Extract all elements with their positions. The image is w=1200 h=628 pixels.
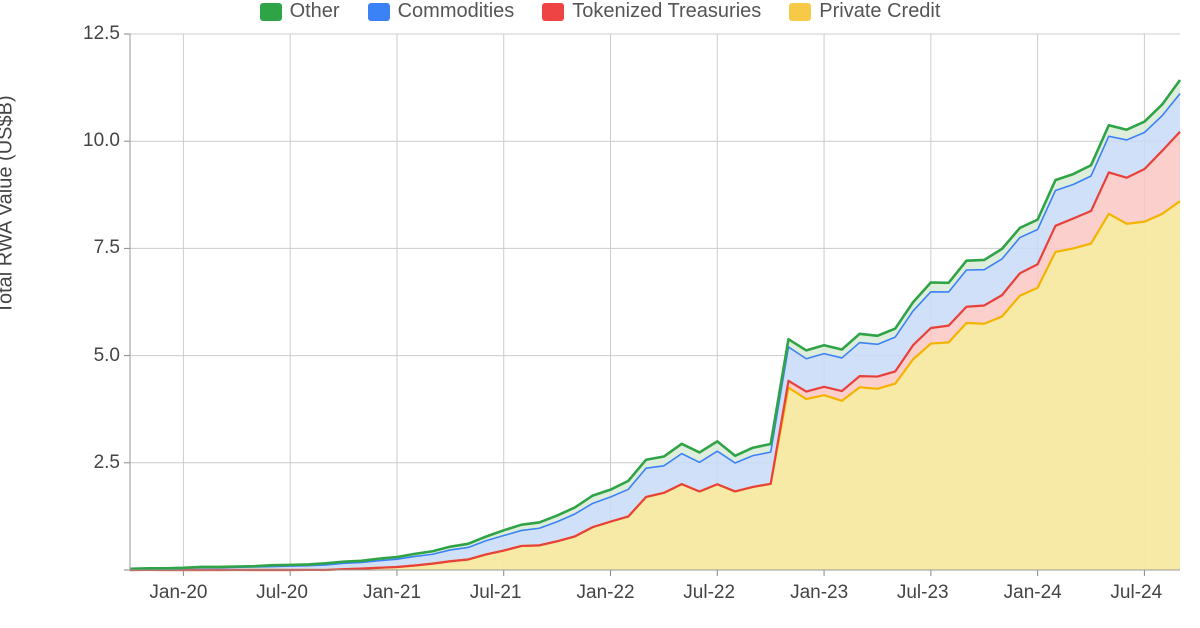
y-tick-label: 10.0 [83, 130, 120, 152]
legend-item-private: Private Credit [789, 0, 940, 23]
legend-label: Private Credit [819, 0, 940, 23]
legend-swatch [368, 3, 390, 21]
y-tick-label: 12.5 [83, 23, 120, 45]
legend-label: Commodities [398, 0, 515, 23]
legend-item-other: Other [260, 0, 340, 23]
x-tick-label: Jul-21 [470, 582, 522, 604]
x-tick-label: Jan-24 [1004, 582, 1062, 604]
legend-item-treasuries: Tokenized Treasuries [542, 0, 761, 23]
legend: Other Commodities Tokenized Treasuries P… [0, 0, 1200, 23]
chart-canvas [0, 0, 1200, 628]
x-tick-label: Jan-22 [577, 582, 635, 604]
y-tick-label: 2.5 [94, 452, 120, 474]
x-tick-label: Jul-22 [683, 582, 735, 604]
legend-swatch [789, 3, 811, 21]
x-tick-label: Jul-24 [1110, 582, 1162, 604]
legend-item-commodities: Commodities [368, 0, 515, 23]
legend-swatch [260, 3, 282, 21]
y-tick-label: 7.5 [94, 237, 120, 259]
x-tick-label: Jan-20 [149, 582, 207, 604]
legend-swatch [542, 3, 564, 21]
legend-label: Other [290, 0, 340, 23]
y-tick-label: 5.0 [94, 345, 120, 367]
x-tick-label: Jul-23 [897, 582, 949, 604]
y-axis-label: Total RWA Value (US$B) [0, 95, 18, 314]
x-tick-label: Jan-23 [790, 582, 848, 604]
x-tick-label: Jan-21 [363, 582, 421, 604]
legend-label: Tokenized Treasuries [572, 0, 761, 23]
x-tick-label: Jul-20 [256, 582, 308, 604]
